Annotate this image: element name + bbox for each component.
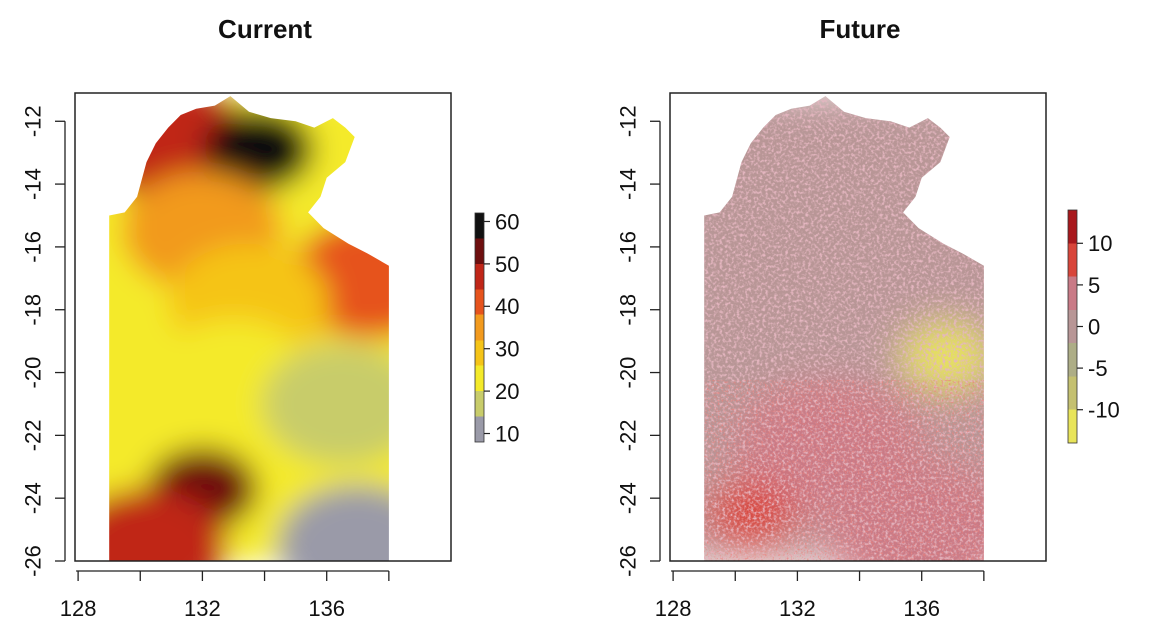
future-panel: Future 128 132 136 -12 -14 -16 -18 -20 -22 -24 -26… bbox=[616, 14, 1120, 621]
current-title: Current bbox=[218, 14, 312, 44]
current-colorbar-scale bbox=[474, 212, 485, 443]
colorbar-tick-label: 40 bbox=[495, 294, 519, 319]
y-tick-label: -24 bbox=[616, 482, 641, 514]
colorbar-tick-label: 10 bbox=[1088, 231, 1112, 256]
y-tick-label: -26 bbox=[616, 545, 641, 577]
y-tick-label: -18 bbox=[21, 294, 46, 326]
y-tick-label: -16 bbox=[21, 231, 46, 263]
colorbar-tick-label: 0 bbox=[1088, 314, 1100, 339]
y-tick-label: -20 bbox=[21, 357, 46, 389]
y-tick-label: -20 bbox=[616, 357, 641, 389]
y-tick-label: -12 bbox=[616, 105, 641, 137]
colorbar-tick-label: 30 bbox=[495, 337, 519, 362]
y-tick-label: -22 bbox=[616, 419, 641, 451]
future-colorbar: 10 5 0 -5 -10 bbox=[1067, 209, 1120, 444]
y-tick-label: -26 bbox=[21, 545, 46, 577]
map-region-9 bbox=[277, 485, 389, 561]
map-region-6 bbox=[262, 344, 389, 464]
colorbar-tick-label: 50 bbox=[495, 252, 519, 277]
current-colorbar: 10 20 30 40 50 60 bbox=[474, 209, 519, 446]
x-tick-label: 136 bbox=[903, 596, 940, 621]
colorbar-tick-label: -5 bbox=[1088, 356, 1108, 381]
colorbar-tick-label: 5 bbox=[1088, 273, 1100, 298]
colorbar-tick-label: 20 bbox=[495, 379, 519, 404]
colorbar-tick-label: -10 bbox=[1088, 398, 1120, 423]
y-tick-label: -22 bbox=[21, 419, 46, 451]
y-tick-label: -24 bbox=[21, 482, 46, 514]
future-colorbar-scale bbox=[1067, 209, 1078, 444]
current-panel: Current 128 132 136 -12 -14 -16 -18 -20 -22 -24 -2… bbox=[21, 14, 520, 621]
current-axes: 128 132 136 -12 -14 -16 -18 -20 -22 -24 -26 bbox=[21, 105, 390, 621]
y-tick-label: -12 bbox=[21, 105, 46, 137]
colorbar-tick-label: 10 bbox=[495, 421, 519, 446]
y-tick-label: -14 bbox=[616, 168, 641, 200]
x-tick-label: 132 bbox=[779, 596, 816, 621]
map-region-8 bbox=[109, 488, 227, 561]
map-region-3 bbox=[290, 218, 389, 339]
future-axes: 128 132 136 -12 -14 -16 -18 -20 -22 -24 -26 bbox=[616, 105, 985, 621]
y-tick-label: -18 bbox=[616, 294, 641, 326]
colorbar-tick-label: 60 bbox=[495, 209, 519, 234]
map-region-1 bbox=[203, 108, 314, 191]
x-tick-label: 136 bbox=[308, 596, 345, 621]
current-map bbox=[109, 96, 389, 561]
x-tick-label: 128 bbox=[60, 596, 97, 621]
future-title: Future bbox=[820, 14, 901, 44]
current-plot-frame bbox=[74, 92, 452, 562]
x-tick-label: 128 bbox=[655, 596, 692, 621]
future-map bbox=[704, 96, 984, 561]
x-tick-label: 132 bbox=[184, 596, 221, 621]
future-plot-frame bbox=[669, 92, 1047, 562]
y-tick-label: -16 bbox=[616, 231, 641, 263]
y-tick-label: -14 bbox=[21, 168, 46, 200]
